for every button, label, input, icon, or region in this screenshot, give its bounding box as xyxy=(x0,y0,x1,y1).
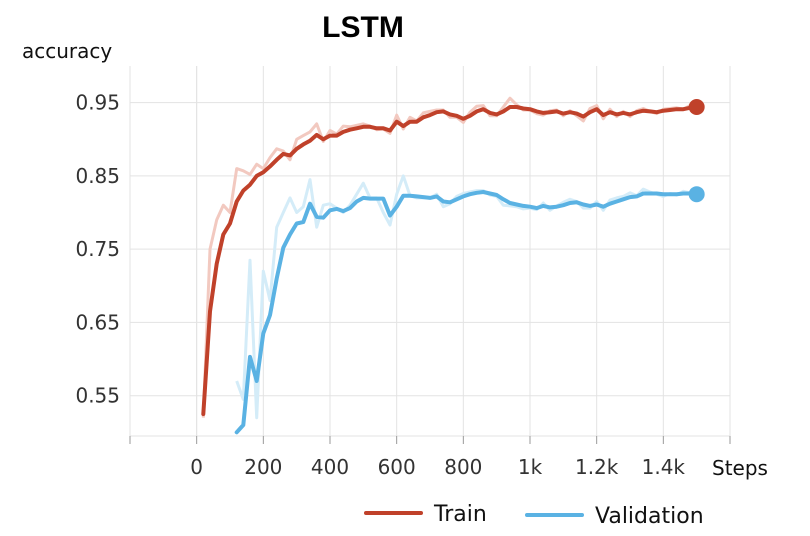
smoothed-series-lines xyxy=(201,105,699,435)
smoothed-line-validation xyxy=(234,190,699,435)
x-tick-label: 800 xyxy=(444,455,482,479)
x-tick-label: 400 xyxy=(311,455,349,479)
series-end-points xyxy=(688,99,705,203)
y-tick-label: 0.55 xyxy=(75,384,120,408)
legend: Train Validation xyxy=(364,502,704,529)
axis-ticks: 0 200 400 600 800 1k 1.2k 1.4k 0.55 0.65 0.75 0.85 0… xyxy=(75,91,731,479)
raw-line-train xyxy=(201,96,697,418)
x-axis-label: Steps xyxy=(712,456,768,480)
y-tick-label: 0.75 xyxy=(75,237,120,261)
x-tick-label: 200 xyxy=(244,455,282,479)
x-tick-label: 1k xyxy=(518,455,543,479)
y-tick-label: 0.85 xyxy=(75,164,120,188)
y-axis-label: accuracy xyxy=(22,39,112,63)
x-tick-label: 0 xyxy=(190,455,203,479)
x-tick-label: 600 xyxy=(378,455,416,479)
raw-series-lines xyxy=(201,96,698,420)
y-tick-label: 0.95 xyxy=(75,91,120,115)
y-tick-label: 0.65 xyxy=(75,310,120,334)
smoothed-line-train xyxy=(201,105,699,416)
legend-label-validation: Validation xyxy=(595,504,704,529)
chart-title: LSTM xyxy=(322,11,404,44)
x-tick-label: 1.4k xyxy=(642,455,686,479)
x-tick-label: 1.2k xyxy=(575,455,619,479)
end-point-train xyxy=(688,99,705,116)
raw-line-validation xyxy=(235,174,698,420)
end-point-validation xyxy=(688,186,705,203)
grid xyxy=(129,66,731,437)
legend-label-train: Train xyxy=(433,502,487,527)
